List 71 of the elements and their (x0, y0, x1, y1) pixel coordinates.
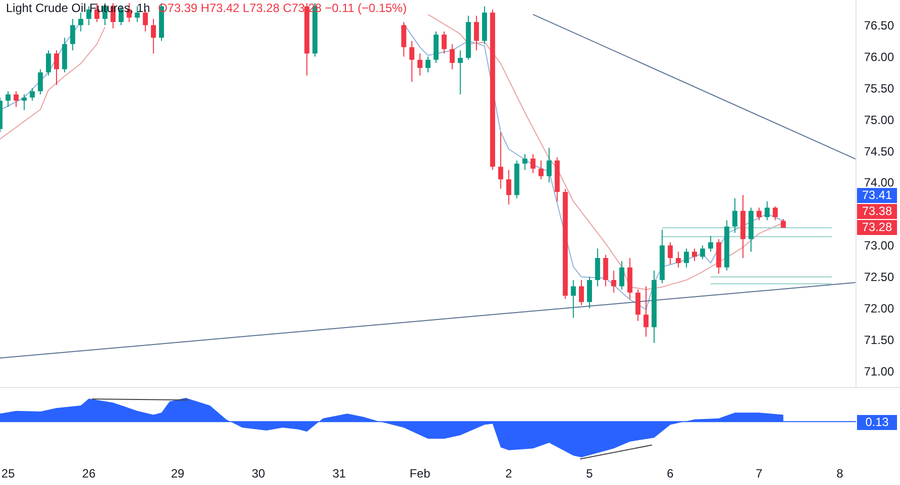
y-tick-label: 74.50 (864, 144, 894, 158)
candlestick (611, 270, 616, 294)
y-tick-label: 75.00 (864, 112, 894, 127)
candlestick (708, 235, 714, 252)
x-tick-label: 6 (666, 466, 674, 481)
y-tick-label: 71.00 (864, 364, 894, 379)
candlestick (595, 248, 600, 287)
x-tick-label: 8 (836, 466, 844, 481)
candlestick (70, 18, 76, 51)
candlestick (442, 30, 447, 54)
text: 73.28 (857, 220, 897, 236)
y-tick-label: 74.00 (864, 176, 894, 190)
candlestick (78, 12, 84, 32)
y-tick-label: 72.50 (864, 270, 894, 284)
candlestick (756, 207, 762, 221)
x-tick-label: 25 (1, 466, 16, 481)
candlestick (635, 288, 640, 322)
candlestick (22, 94, 27, 111)
candlestick (6, 90, 11, 108)
x-tick-label: 31 (332, 466, 346, 481)
candlestick (474, 15, 479, 51)
candlestick (30, 88, 35, 102)
candlestick (684, 248, 689, 268)
x-tick-label: 2 (505, 466, 512, 481)
x-tick-label: Feb (410, 466, 431, 481)
x-tick-label: 26 (82, 466, 96, 481)
x-tick-label: 30 (252, 466, 266, 481)
text: 73.38 (857, 204, 897, 220)
candlestick (764, 200, 770, 221)
y-tick-label: 75.50 (864, 81, 894, 96)
candlestick (54, 50, 60, 86)
candlestick (619, 260, 624, 290)
candlestick (538, 160, 544, 180)
y-tick-label: 71.50 (864, 333, 894, 348)
y-tick-label: 76.50 (864, 18, 894, 32)
candlestick (86, 6, 92, 26)
candlestick (458, 50, 463, 95)
candlestick (644, 286, 649, 338)
text: 73.41 (857, 188, 897, 204)
candlestick (676, 251, 681, 268)
line-series (0, 26, 106, 140)
candlestick (46, 50, 51, 76)
text: 0.13 (857, 414, 897, 430)
y-tick-label: 73.00 (864, 238, 894, 253)
candlestick (498, 132, 504, 190)
candlestick (38, 68, 43, 95)
candlestick (692, 248, 697, 262)
candlestick (150, 18, 156, 54)
y-tick-label: 72.00 (864, 302, 894, 316)
candlestick (417, 52, 422, 76)
candlestick (668, 242, 673, 265)
candlestick (603, 254, 608, 287)
x-tick-label: 5 (586, 466, 594, 481)
candlestick (772, 206, 778, 221)
candlestick (700, 244, 706, 260)
x-tick-label: 7 (756, 466, 763, 481)
candlestick (530, 154, 536, 174)
candlestick (570, 280, 576, 318)
candlestick (587, 276, 592, 309)
candlestick (409, 40, 414, 82)
candlestick (401, 22, 406, 58)
candlestick (546, 147, 552, 183)
candlestick (522, 154, 528, 170)
y-tick-label: 76.00 (864, 50, 894, 64)
candlestick (450, 44, 455, 70)
candlestick (14, 90, 19, 108)
candlestick (426, 56, 430, 73)
x-tick-label: 29 (170, 466, 185, 481)
candlestick (506, 169, 512, 206)
candlestick (732, 198, 738, 234)
candlestick (578, 280, 584, 306)
